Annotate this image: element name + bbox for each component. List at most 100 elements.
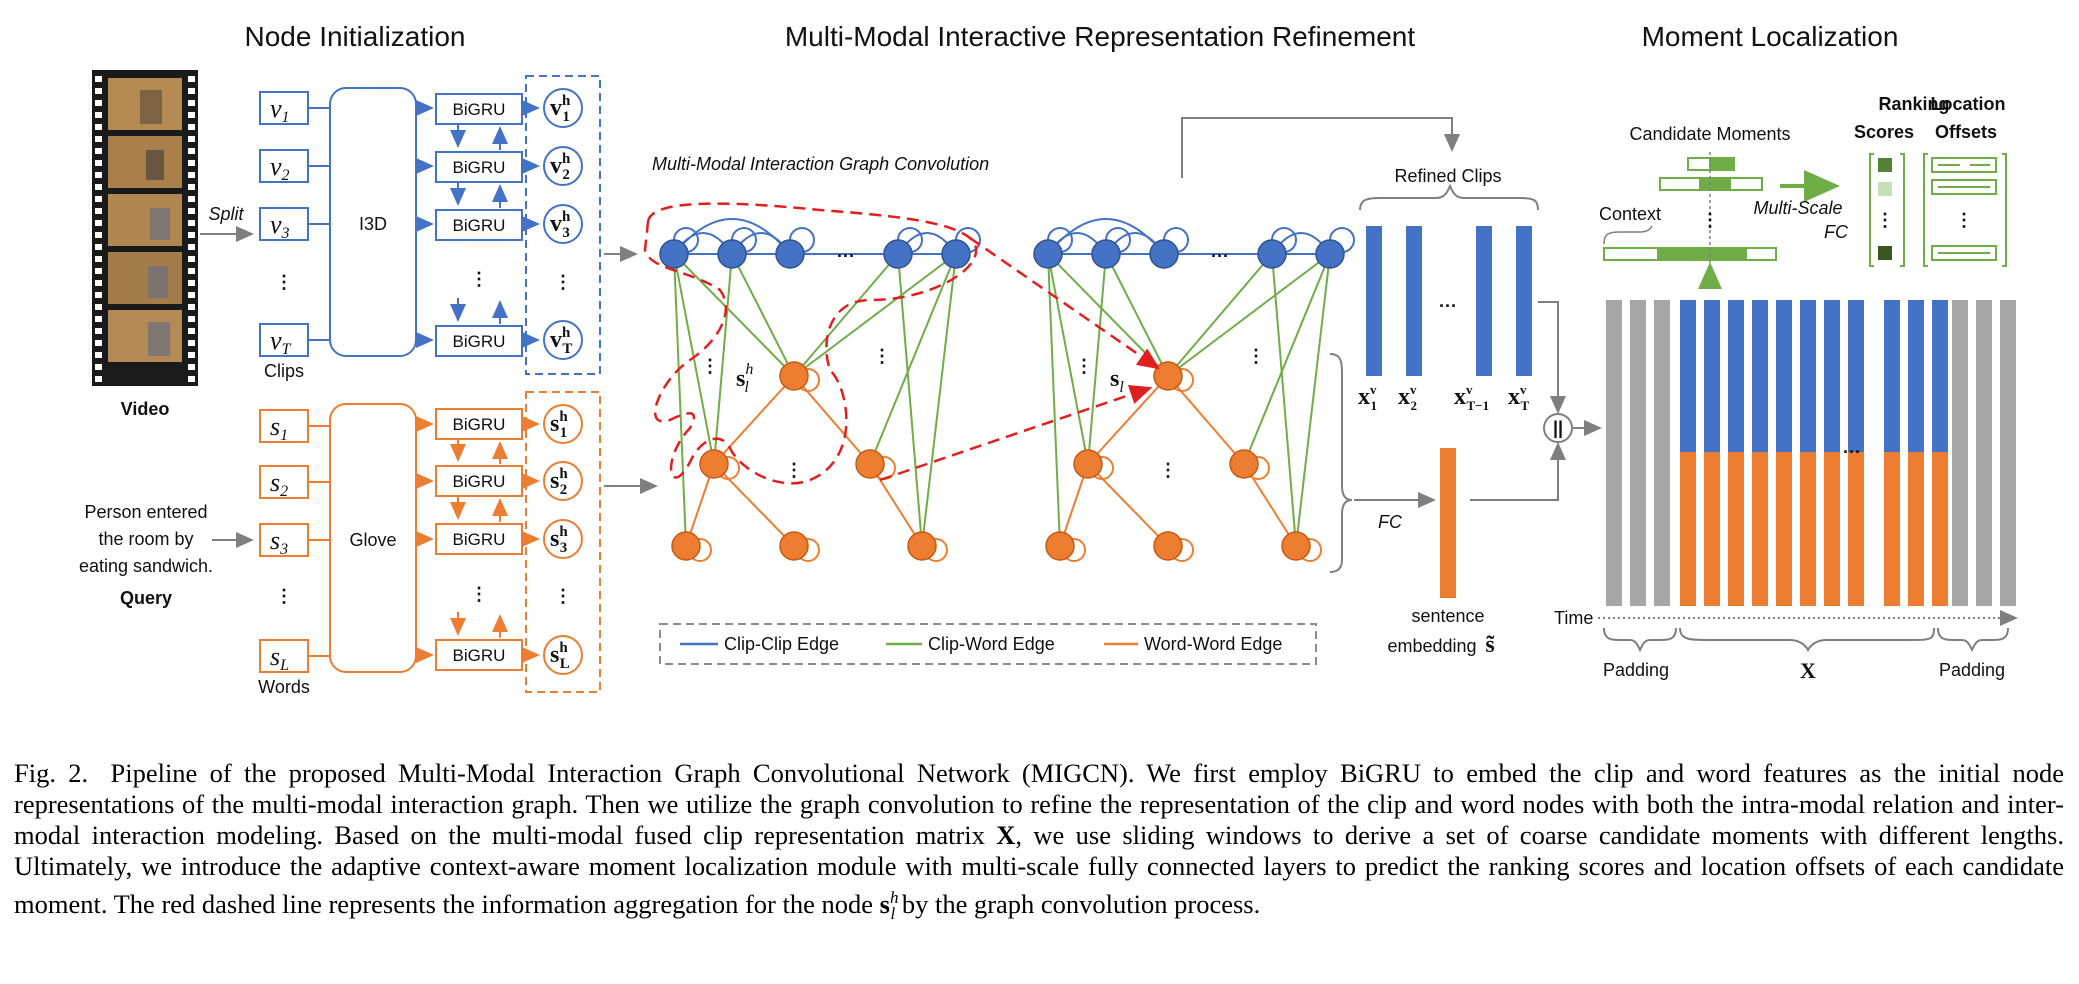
fc-label: FC (1378, 512, 1403, 532)
clip-hidden-3: vh 3 (550, 209, 571, 241)
refined-xT: xv T (1508, 382, 1530, 413)
query-line-3: eating sandwich. (79, 556, 213, 576)
caption-symbol-s: shl (879, 888, 899, 924)
word-hidden-L: sh L (550, 640, 570, 672)
svg-text:BiGRU: BiGRU (453, 646, 506, 665)
word-hidden-1: sh 1 (550, 409, 568, 441)
matrix-x-label: X (1800, 658, 1816, 683)
svg-text:⋮: ⋮ (470, 584, 488, 604)
svg-text:⋮: ⋮ (554, 272, 572, 292)
legend-word-word: Word-Word Edge (1144, 634, 1282, 654)
aggregation-arrows (879, 236, 1161, 482)
embedding-label: embedding (1387, 636, 1476, 656)
interaction-graph-input: ··· ⋮ ⋮ ⋮ sh l (659, 218, 981, 562)
svg-text:⋮: ⋮ (554, 586, 572, 606)
video-label: Video (121, 399, 170, 419)
svg-text:BiGRU: BiGRU (453, 530, 506, 549)
legend-clip-clip: Clip-Clip Edge (724, 634, 839, 654)
words-label: Words (258, 677, 310, 697)
svg-text:···: ··· (837, 246, 855, 266)
clip-input-3: v3 (270, 210, 290, 242)
clip-input-vdots: ⋮ (275, 272, 293, 292)
time-label: Time (1554, 608, 1593, 628)
svg-text:⋮: ⋮ (1247, 346, 1265, 366)
word-input-2: s2 (270, 468, 288, 500)
sentence-embedding-bar (1440, 448, 1456, 598)
refined-clips-title: Refined Clips (1394, 166, 1501, 186)
concat-label: || (1553, 418, 1563, 438)
clip-input-1: v1 (270, 94, 290, 126)
svg-text:⋮: ⋮ (275, 586, 293, 606)
padding-right-label: Padding (1939, 660, 2005, 680)
caption-label: Fig. 2. (14, 758, 89, 788)
clip-bigru-stack: BiGRU BiGRU BiGRU BiGRU ⋮ (416, 93, 540, 357)
query-label: Query (120, 588, 172, 608)
context-label: Context (1599, 204, 1661, 224)
figure-caption: Fig. 2. Pipeline of the proposed Multi-M… (14, 758, 2064, 929)
clip-input-T: vT (270, 326, 292, 358)
clip-hidden-2: vh 2 (550, 151, 571, 183)
word-hidden-3: sh 3 (550, 524, 568, 556)
word-inputs: s1 s2 s3 sL ⋮ (259, 409, 309, 674)
word-input-L: sL (270, 642, 289, 674)
refined-clip-bars (1366, 226, 1532, 376)
ranking-label: Ranking (1878, 94, 1949, 114)
svg-text:⋮: ⋮ (470, 269, 488, 289)
refined-clips-brace (1359, 183, 1539, 211)
refined-x1: xv 1 (1358, 382, 1377, 413)
svg-text:sl: sl (1110, 366, 1124, 396)
refine-loop-arrow (1181, 117, 1460, 178)
pipeline-diagram: Node Initialization Multi-Modal Interact… (79, 21, 2018, 697)
candidate-moments-label: Candidate Moments (1629, 124, 1790, 144)
caption-text-before: Pipeline of the proposed Multi-Modal Int… (14, 758, 2065, 850)
refined-x2: xv 2 (1398, 382, 1417, 413)
word-hidden-2: sh 2 (550, 466, 568, 498)
word-input-3: s3 (270, 526, 288, 558)
location-offsets-panel: ⋮ (1923, 153, 2007, 267)
edge-legend: Clip-Clip Edge Clip-Word Edge Word-Word … (659, 623, 1317, 665)
multiscale-fc-label: FC (1824, 222, 1849, 242)
clip-inputs: v1 v2 v3 vT ⋮ (259, 91, 309, 358)
svg-text:⋮: ⋮ (1159, 460, 1177, 480)
graph-conv-title: Multi-Modal Interaction Graph Convolutio… (652, 154, 989, 174)
offsets-label: Offsets (1935, 122, 1997, 142)
caption-text-after: by the graph convolution process. (901, 888, 1261, 919)
i3d-label: I3D (359, 214, 387, 234)
svg-text:BiGRU: BiGRU (453, 332, 506, 351)
svg-text:BiGRU: BiGRU (453, 158, 506, 177)
clip-representation-matrix (1606, 300, 2016, 606)
word-hidden-box (525, 391, 601, 693)
clip-hidden-1: vh 1 (550, 93, 571, 125)
svg-text:⋮: ⋮ (1876, 210, 1894, 230)
svg-text:⋮: ⋮ (1955, 210, 1973, 230)
ranking-scores-panel: ⋮ (1869, 153, 1905, 267)
padding-left-label: Padding (1603, 660, 1669, 680)
word-bigru-stack: BiGRU BiGRU BiGRU BiGRU ⋮ (416, 408, 540, 671)
svg-text:···: ··· (1211, 246, 1229, 266)
clip-input-2: v2 (270, 152, 290, 184)
legend-clip-word: Clip-Word Edge (928, 634, 1055, 654)
clips-label: Clips (264, 361, 304, 381)
section-title-node-init: Node Initialization (244, 21, 465, 52)
refined-ellipsis: ··· (1439, 296, 1457, 316)
refined-xT-1: xv T−1 (1454, 382, 1489, 413)
candidate-moments (1603, 157, 1777, 261)
split-label: Split (208, 204, 244, 224)
sentence-embedding-symbol: s̃ (1485, 632, 1494, 658)
sentence-label: sentence (1411, 606, 1484, 626)
clip-hidden-box (525, 75, 601, 375)
svg-text:BiGRU: BiGRU (453, 415, 506, 434)
section-title-localization: Moment Localization (1642, 21, 1899, 52)
caption-symbol-x: X (996, 820, 1016, 850)
location-label: Location (1931, 94, 2006, 114)
scores-label: Scores (1854, 122, 1914, 142)
clip-hidden-T: vh T (550, 325, 572, 357)
section-title-refinement: Multi-Modal Interactive Representation R… (785, 21, 1416, 52)
svg-text:⋮: ⋮ (785, 460, 803, 480)
svg-text:BiGRU: BiGRU (453, 100, 506, 119)
word-input-1: s1 (270, 412, 288, 444)
svg-text:shl: sh l (736, 361, 753, 396)
svg-text:⋮: ⋮ (1075, 356, 1093, 376)
query-line-2: the room by (98, 529, 193, 549)
multiscale-label: Multi-Scale (1753, 198, 1842, 218)
